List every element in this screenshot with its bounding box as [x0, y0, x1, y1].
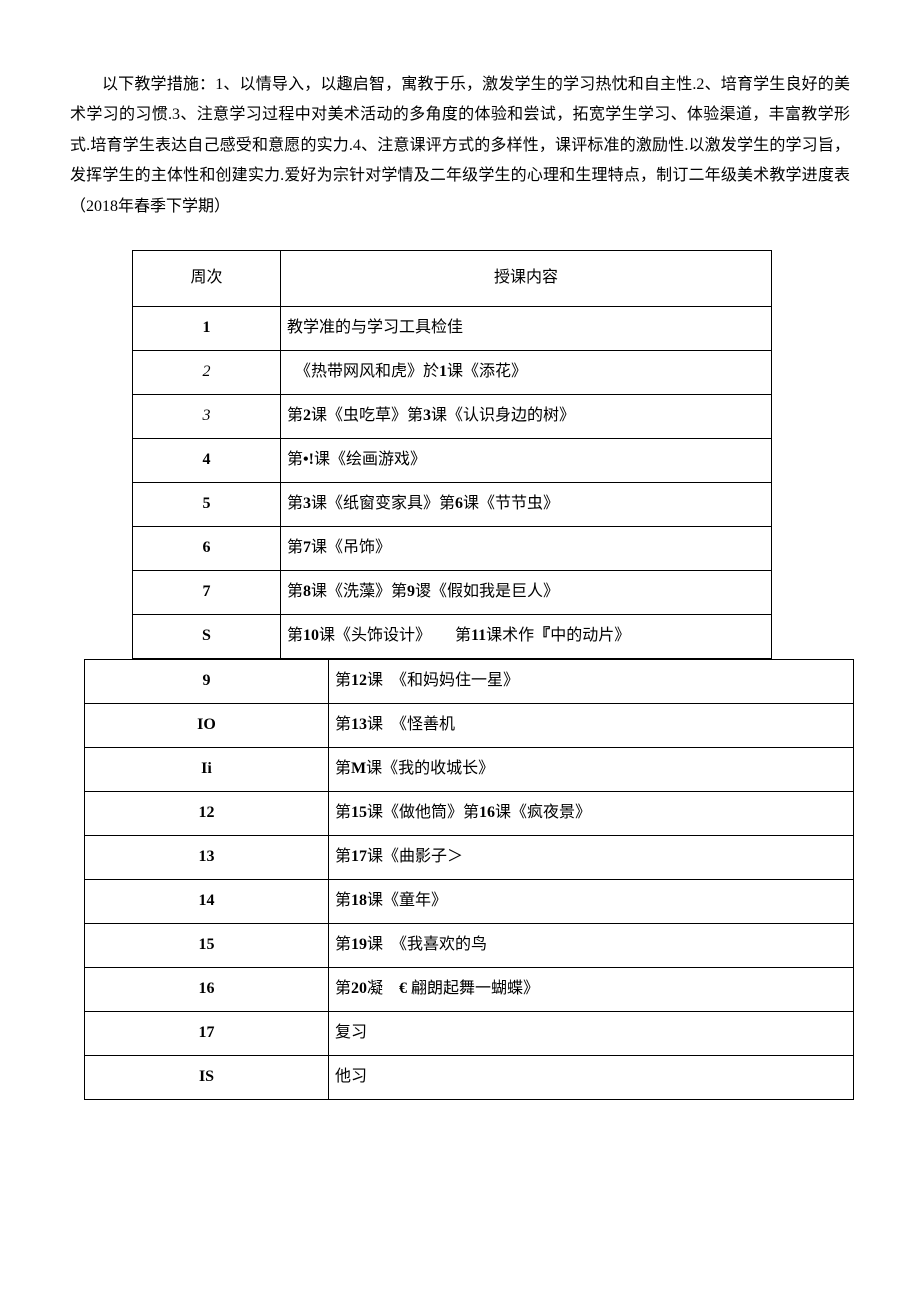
- content-cell: 第18课《童年》: [329, 879, 854, 923]
- table-row: S第10课《头饰设计》 第11课术作『中的动片》: [133, 614, 772, 658]
- content-cell: 第2课《虫吃草》第3课《认识身边的树》: [281, 394, 772, 438]
- content-cell: 第12课 《和妈妈住一星》: [329, 659, 854, 703]
- content-cell: 教学准的与学习工具检佳: [281, 306, 772, 350]
- schedule-table-upper: 周次 授课内容 1教学准的与学习工具检佳2 《热带网风和虎》於1课《添花》3第2…: [132, 250, 772, 659]
- week-cell: 17: [85, 1011, 329, 1055]
- content-cell: 第13课 《怪善机: [329, 703, 854, 747]
- table-row: 3第2课《虫吃草》第3课《认识身边的树》: [133, 394, 772, 438]
- content-cell: 第17课《曲影子＞: [329, 835, 854, 879]
- table-row: 12第15课《做他筒》第16课《疯夜景》: [85, 791, 854, 835]
- week-cell: IS: [85, 1055, 329, 1099]
- week-cell: 5: [133, 482, 281, 526]
- content-cell: 他习: [329, 1055, 854, 1099]
- content-cell: 第3课《纸窗变家具》第6课《节节虫》: [281, 482, 772, 526]
- table-row: Ii第M课《我的收城长》: [85, 747, 854, 791]
- table-row: 9第12课 《和妈妈住一星》: [85, 659, 854, 703]
- table-row: 17复习: [85, 1011, 854, 1055]
- week-cell: 6: [133, 526, 281, 570]
- week-cell: 9: [85, 659, 329, 703]
- table-row: 13第17课《曲影子＞: [85, 835, 854, 879]
- header-week: 周次: [133, 250, 281, 306]
- content-cell: 第7课《吊饰》: [281, 526, 772, 570]
- intro-paragraph: 以下教学措施：1、以情导入，以趣启智，寓教于乐，激发学生的学习热忱和自主性.2、…: [70, 70, 850, 222]
- table-row: 1教学准的与学习工具检佳: [133, 306, 772, 350]
- table-row: IO第13课 《怪善机: [85, 703, 854, 747]
- table-row: 15第19课 《我喜欢的鸟: [85, 923, 854, 967]
- week-cell: 15: [85, 923, 329, 967]
- week-cell: 7: [133, 570, 281, 614]
- week-cell: 2: [133, 350, 281, 394]
- schedule-table-lower: 9第12课 《和妈妈住一星》IO第13课 《怪善机Ii第M课《我的收城长》12第…: [84, 659, 854, 1100]
- table-row: 7第8课《洗藻》第9谡《假如我是巨人》: [133, 570, 772, 614]
- content-cell: 第M课《我的收城长》: [329, 747, 854, 791]
- content-cell: 第15课《做他筒》第16课《疯夜景》: [329, 791, 854, 835]
- header-content: 授课内容: [281, 250, 772, 306]
- week-cell: 13: [85, 835, 329, 879]
- table-row: 14第18课《童年》: [85, 879, 854, 923]
- table-row: 2 《热带网风和虎》於1课《添花》: [133, 350, 772, 394]
- content-cell: 第19课 《我喜欢的鸟: [329, 923, 854, 967]
- week-cell: 12: [85, 791, 329, 835]
- week-cell: S: [133, 614, 281, 658]
- content-cell: 第10课《头饰设计》 第11课术作『中的动片》: [281, 614, 772, 658]
- week-cell: 16: [85, 967, 329, 1011]
- table-row: 16第20凝 € 翩朗起舞一蝴蝶》: [85, 967, 854, 1011]
- week-cell: 1: [133, 306, 281, 350]
- content-cell: 《热带网风和虎》於1课《添花》: [281, 350, 772, 394]
- table-row: 4第•!课《绘画游戏》: [133, 438, 772, 482]
- table-row: 6第7课《吊饰》: [133, 526, 772, 570]
- week-cell: Ii: [85, 747, 329, 791]
- week-cell: 14: [85, 879, 329, 923]
- content-cell: 第8课《洗藻》第9谡《假如我是巨人》: [281, 570, 772, 614]
- table-row: 5第3课《纸窗变家具》第6课《节节虫》: [133, 482, 772, 526]
- week-cell: IO: [85, 703, 329, 747]
- content-cell: 第•!课《绘画游戏》: [281, 438, 772, 482]
- content-cell: 第20凝 € 翩朗起舞一蝴蝶》: [329, 967, 854, 1011]
- table-row: IS他习: [85, 1055, 854, 1099]
- week-cell: 3: [133, 394, 281, 438]
- content-cell: 复习: [329, 1011, 854, 1055]
- week-cell: 4: [133, 438, 281, 482]
